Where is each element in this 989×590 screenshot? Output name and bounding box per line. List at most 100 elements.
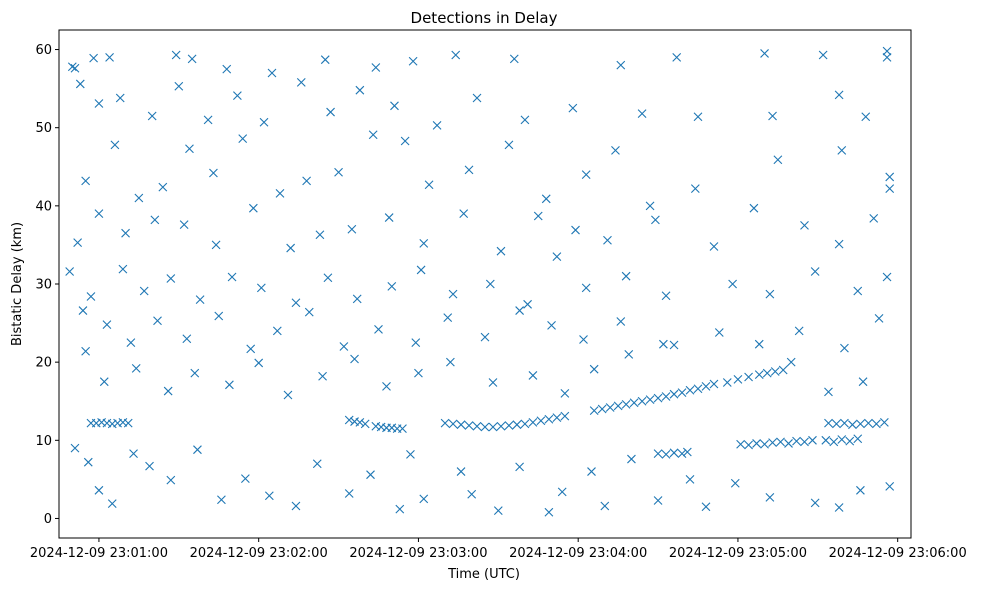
data-point: [589, 364, 599, 374]
data-point: [384, 213, 394, 222]
data-point: [829, 437, 839, 447]
data-point: [621, 399, 631, 409]
data-point: [267, 68, 277, 78]
data-point: [472, 93, 482, 103]
data-point: [587, 467, 596, 476]
data-point: [75, 79, 85, 89]
chart-title: Detections in Delay: [411, 9, 558, 27]
data-point: [824, 387, 833, 397]
data-point: [94, 99, 104, 108]
data-point: [443, 313, 453, 322]
data-point: [296, 77, 306, 87]
data-point: [653, 449, 663, 458]
data-point: [653, 393, 663, 403]
data-point: [395, 504, 405, 514]
data-point: [323, 273, 333, 283]
scatter-marks: [65, 46, 895, 517]
data-point: [334, 167, 343, 177]
data-point: [83, 457, 93, 467]
data-point: [645, 395, 655, 405]
data-point: [520, 419, 530, 429]
data-point: [682, 447, 692, 457]
data-point: [722, 378, 732, 387]
data-point: [515, 306, 525, 315]
data-point: [366, 470, 375, 480]
data-point: [171, 50, 181, 60]
data-point: [701, 381, 711, 391]
data-point: [709, 242, 719, 251]
data-point: [709, 379, 719, 389]
data-point: [456, 420, 466, 430]
data-point: [624, 349, 634, 359]
data-point: [730, 478, 740, 488]
data-point: [193, 445, 202, 455]
data-point: [485, 279, 495, 289]
data-point: [467, 489, 477, 499]
data-point: [166, 475, 176, 485]
data-point: [848, 420, 857, 430]
data-point: [871, 419, 881, 429]
y-tick-label: 40: [35, 199, 52, 214]
data-point: [778, 365, 788, 375]
data-point: [885, 184, 895, 194]
data-point: [355, 85, 365, 95]
data-point: [677, 449, 687, 458]
data-point: [246, 344, 256, 354]
data-point: [456, 467, 466, 476]
data-point: [840, 343, 849, 353]
data-point: [217, 495, 226, 505]
data-point: [259, 117, 269, 127]
data-point: [70, 63, 80, 73]
data-point: [414, 368, 423, 378]
data-point: [248, 203, 258, 213]
data-point: [493, 506, 503, 516]
data-point: [810, 498, 820, 508]
data-point: [603, 235, 612, 245]
data-point: [275, 188, 285, 198]
data-point: [264, 491, 274, 501]
data-point: [123, 418, 133, 428]
data-point: [419, 238, 429, 248]
data-point: [853, 434, 863, 444]
data-point: [557, 487, 567, 497]
data-point: [187, 54, 197, 64]
data-point: [760, 439, 769, 449]
data-point: [400, 136, 410, 146]
data-point: [411, 338, 421, 348]
data-point: [291, 501, 301, 511]
data-point: [714, 328, 724, 337]
data-point: [658, 339, 668, 349]
data-point: [616, 60, 626, 70]
data-point: [792, 436, 801, 446]
data-point: [536, 416, 546, 426]
data-point: [579, 335, 588, 344]
data-point: [195, 295, 205, 305]
data-point: [834, 90, 844, 100]
y-tick-label: 0: [44, 512, 52, 527]
data-point: [131, 364, 141, 373]
data-point: [283, 390, 293, 400]
data-point: [882, 272, 892, 282]
data-point: [605, 403, 615, 412]
data-point: [677, 388, 687, 398]
data-point: [616, 317, 626, 326]
data-point: [67, 62, 77, 72]
data-point: [107, 499, 117, 509]
data-point: [145, 461, 154, 471]
data-point: [227, 272, 237, 282]
data-point: [387, 281, 397, 291]
data-point: [837, 435, 847, 444]
x-axis: 2024-12-09 23:01:00 2024-12-09 23:02:00 20…: [30, 538, 967, 561]
data-point: [693, 112, 703, 122]
data-point: [419, 494, 429, 504]
data-point: [432, 120, 442, 130]
data-point: [856, 419, 865, 429]
data-point: [440, 418, 450, 428]
data-point: [222, 64, 232, 74]
data-point: [728, 279, 738, 289]
data-point: [672, 52, 682, 62]
data-point: [102, 320, 112, 330]
data-point: [879, 417, 889, 427]
